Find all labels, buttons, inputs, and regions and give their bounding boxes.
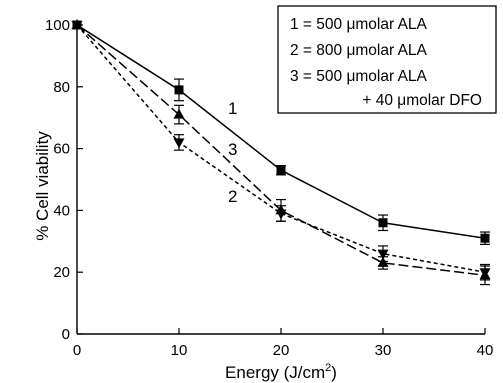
x-axis-title: Energy (J/cm2) xyxy=(225,362,337,382)
legend-box xyxy=(277,5,497,114)
legend-entry-2: 2 = 800 μmolar ALA xyxy=(290,42,428,59)
data-point xyxy=(480,233,490,243)
curve-label-2: 2 xyxy=(228,187,237,206)
legend: 1 = 500 μmolar ALA 2 = 800 μmolar ALA 3 … xyxy=(277,5,497,114)
curve-label-3: 3 xyxy=(228,140,237,159)
y-tick-label: 20 xyxy=(53,264,70,281)
data-point xyxy=(275,204,287,215)
series-layer xyxy=(71,19,491,286)
curve-label-1: 1 xyxy=(228,99,237,118)
series-1 xyxy=(72,20,490,245)
data-point xyxy=(377,256,389,267)
y-tick-label: 40 xyxy=(53,202,70,219)
ticks: 0 10 20 30 40 0 20 40 60 80 100 xyxy=(45,17,493,359)
legend-entry-1: 1 = 500 μmolar ALA xyxy=(290,16,428,33)
data-point xyxy=(276,165,286,175)
x-tick-label: 30 xyxy=(375,342,392,359)
data-point xyxy=(378,218,388,228)
legend-entry-3: 3 = 500 μmolar ALA xyxy=(290,68,428,85)
legend-entry-3-continued: + 40 μmolar DFO xyxy=(362,92,482,109)
x-tick-label: 20 xyxy=(273,342,290,359)
data-point xyxy=(479,269,491,280)
y-tick-label: 60 xyxy=(53,141,70,158)
y-tick-label: 80 xyxy=(53,79,70,96)
data-point xyxy=(377,249,389,260)
data-point xyxy=(173,108,185,119)
x-tick-label: 40 xyxy=(477,342,494,359)
y-tick-label: 0 xyxy=(62,326,70,343)
x-tick-label: 0 xyxy=(73,342,81,359)
data-point xyxy=(71,19,83,29)
data-point xyxy=(173,138,185,149)
x-tick-label: 10 xyxy=(171,342,188,359)
y-axis-title: % Cell viability xyxy=(33,131,52,241)
series-3 xyxy=(71,19,491,286)
data-point xyxy=(174,85,184,95)
y-tick-label: 100 xyxy=(45,17,70,34)
